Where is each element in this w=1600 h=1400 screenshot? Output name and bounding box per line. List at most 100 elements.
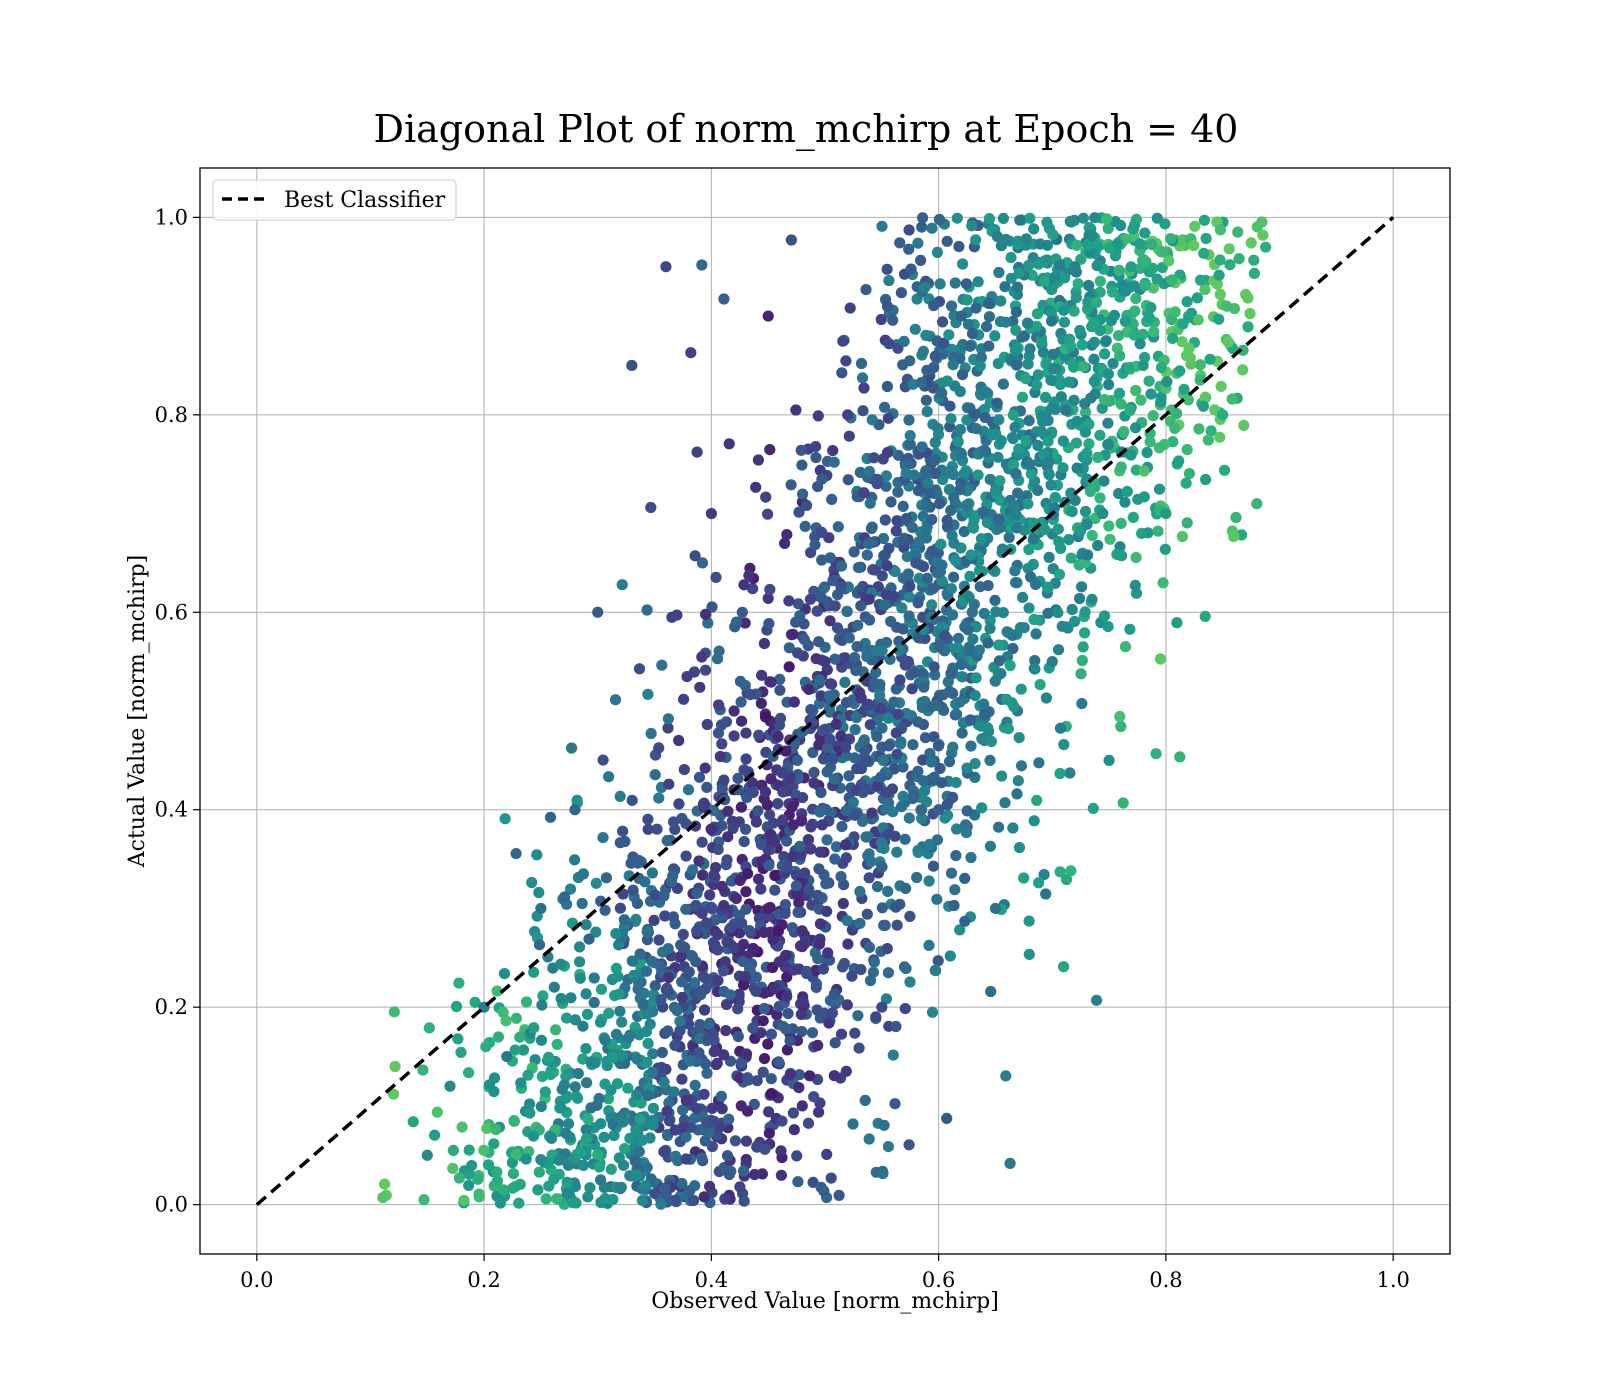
scatter-point — [532, 1184, 544, 1196]
scatter-point — [488, 1138, 500, 1150]
scatter-point — [551, 1193, 563, 1205]
scatter-point — [524, 1107, 536, 1119]
scatter-point — [978, 506, 990, 518]
scatter-point — [1143, 312, 1155, 324]
scatter-point — [595, 983, 608, 995]
scatter-point — [972, 469, 984, 481]
scatter-point — [691, 887, 703, 900]
scatter-point — [997, 212, 1010, 224]
scatter-point — [1055, 391, 1067, 403]
scatter-point — [710, 571, 722, 584]
scatter-point — [646, 955, 658, 968]
scatter-point — [829, 600, 841, 612]
scatter-point — [743, 925, 756, 937]
scatter-point — [510, 848, 522, 860]
scatter-point — [633, 854, 645, 867]
scatter-point — [928, 771, 940, 783]
scatter-point — [531, 849, 543, 861]
scatter-point — [1181, 444, 1193, 456]
scatter-point — [627, 884, 639, 896]
scatter-point — [849, 752, 861, 764]
scatter-point — [735, 1100, 747, 1112]
scatter-point — [742, 868, 754, 880]
scatter-point — [1065, 552, 1077, 564]
scatter-point — [813, 938, 826, 950]
scatter-point — [624, 1029, 636, 1041]
scatter-point — [758, 987, 771, 999]
scatter-point — [995, 435, 1007, 447]
scatter-point — [676, 1177, 688, 1190]
scatter-point — [956, 369, 969, 381]
scatter-point — [813, 636, 825, 648]
scatter-point — [1102, 417, 1114, 429]
scatter-point — [769, 884, 781, 896]
scatter-point — [458, 1194, 470, 1207]
scatter-point — [491, 1166, 503, 1178]
scatter-point — [919, 732, 932, 744]
scatter-point — [1174, 751, 1186, 763]
scatter-point — [926, 514, 938, 526]
scatter-point — [1094, 275, 1106, 287]
scatter-point — [1183, 468, 1195, 480]
scatter-point — [1032, 369, 1044, 381]
scatter-point — [836, 821, 848, 833]
scatter-point — [421, 1149, 433, 1161]
scatter-point — [769, 836, 781, 848]
scatter-point — [558, 1079, 571, 1091]
scatter-point — [970, 672, 982, 684]
scatter-point — [1143, 375, 1155, 387]
scatter-point — [1057, 435, 1069, 447]
scatter-point — [863, 1133, 875, 1145]
scatter-point — [852, 562, 865, 574]
scatter-point — [1199, 391, 1211, 403]
scatter-point — [517, 1044, 530, 1056]
scatter-point — [903, 610, 915, 622]
scatter-point — [863, 941, 876, 954]
scatter-point — [861, 650, 873, 663]
scatter-point — [1154, 653, 1167, 665]
scatter-point — [985, 735, 998, 748]
scatter-point — [817, 753, 830, 765]
scatter-point — [580, 919, 592, 931]
scatter-point — [1155, 362, 1167, 374]
scatter-point — [728, 705, 740, 717]
scatter-point — [669, 1124, 681, 1136]
scatter-point — [592, 1149, 604, 1161]
scatter-point — [949, 884, 961, 896]
scatter-point — [1004, 1157, 1016, 1169]
scatter-point — [1023, 259, 1035, 272]
scatter-point — [821, 834, 833, 846]
scatter-point — [853, 1042, 865, 1054]
scatter-point — [765, 1028, 778, 1040]
scatter-point — [588, 996, 600, 1009]
scatter-point — [791, 1150, 803, 1162]
scatter-point — [876, 220, 888, 232]
scatter-point — [1146, 238, 1158, 251]
scatter-point — [1115, 398, 1127, 410]
scatter-point — [917, 668, 929, 680]
scatter-point — [482, 1159, 495, 1171]
scatter-point — [1040, 888, 1052, 900]
scatter-point — [1144, 436, 1156, 448]
scatter-point — [915, 254, 927, 266]
scatter-point — [1071, 462, 1083, 474]
scatter-point — [765, 676, 777, 688]
scatter-point — [501, 1050, 513, 1063]
scatter-point — [983, 213, 996, 225]
scatter-point — [663, 1097, 675, 1109]
scatter-point — [874, 689, 886, 702]
scatter-point — [1230, 511, 1242, 524]
scatter-point — [983, 297, 995, 309]
scatter-point — [1130, 551, 1142, 564]
scatter-point — [850, 665, 862, 677]
scatter-point — [539, 1086, 551, 1098]
plot-frame — [199, 167, 1451, 1255]
scatter-point — [1066, 505, 1078, 518]
scatter-point — [641, 926, 653, 938]
scatter-point — [814, 846, 826, 858]
scatter-point — [816, 526, 828, 539]
scatter-point — [1058, 304, 1070, 316]
scatter-point — [597, 754, 609, 766]
scatter-point — [696, 557, 709, 569]
